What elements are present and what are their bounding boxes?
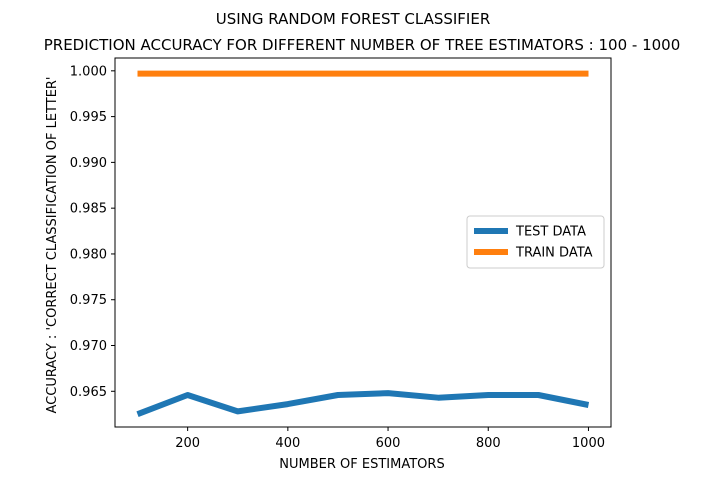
y-tick-label: 0.980 <box>70 247 107 262</box>
plot-area: 200 400 600 800 1000 0.965 0.970 0.975 0.980 0.98… <box>70 57 612 451</box>
axes-frame <box>114 57 612 428</box>
x-tick-label: 1000 <box>572 436 605 451</box>
y-tick-label: 0.995 <box>70 110 107 125</box>
chart-suptitle: USING RANDOM FOREST CLASSIFIER <box>216 10 491 28</box>
y-tick-label: 0.965 <box>70 385 107 400</box>
legend-label: TEST DATA <box>515 225 586 240</box>
x-tick-label: 400 <box>275 436 300 451</box>
y-tick-label: 0.990 <box>70 156 107 171</box>
x-tick-label: 200 <box>175 436 200 451</box>
y-tick-label: 0.985 <box>70 202 107 217</box>
chart-title: PREDICTION ACCURACY FOR DIFFERENT NUMBER… <box>44 36 681 54</box>
y-tick-label: 1.000 <box>70 64 107 79</box>
y-axis-label: ACCURACY : 'CORRECT CLASSIFICATION OF LE… <box>45 76 60 413</box>
x-axis-label: NUMBER OF ESTIMATORS <box>279 457 444 472</box>
legend-label: TRAIN DATA <box>515 246 593 261</box>
x-tick-label: 800 <box>476 436 501 451</box>
y-tick-label: 0.970 <box>70 339 107 354</box>
series-line-test-data <box>136 390 590 418</box>
y-tick-label: 0.975 <box>70 293 107 308</box>
x-tick-label: 600 <box>376 436 401 451</box>
